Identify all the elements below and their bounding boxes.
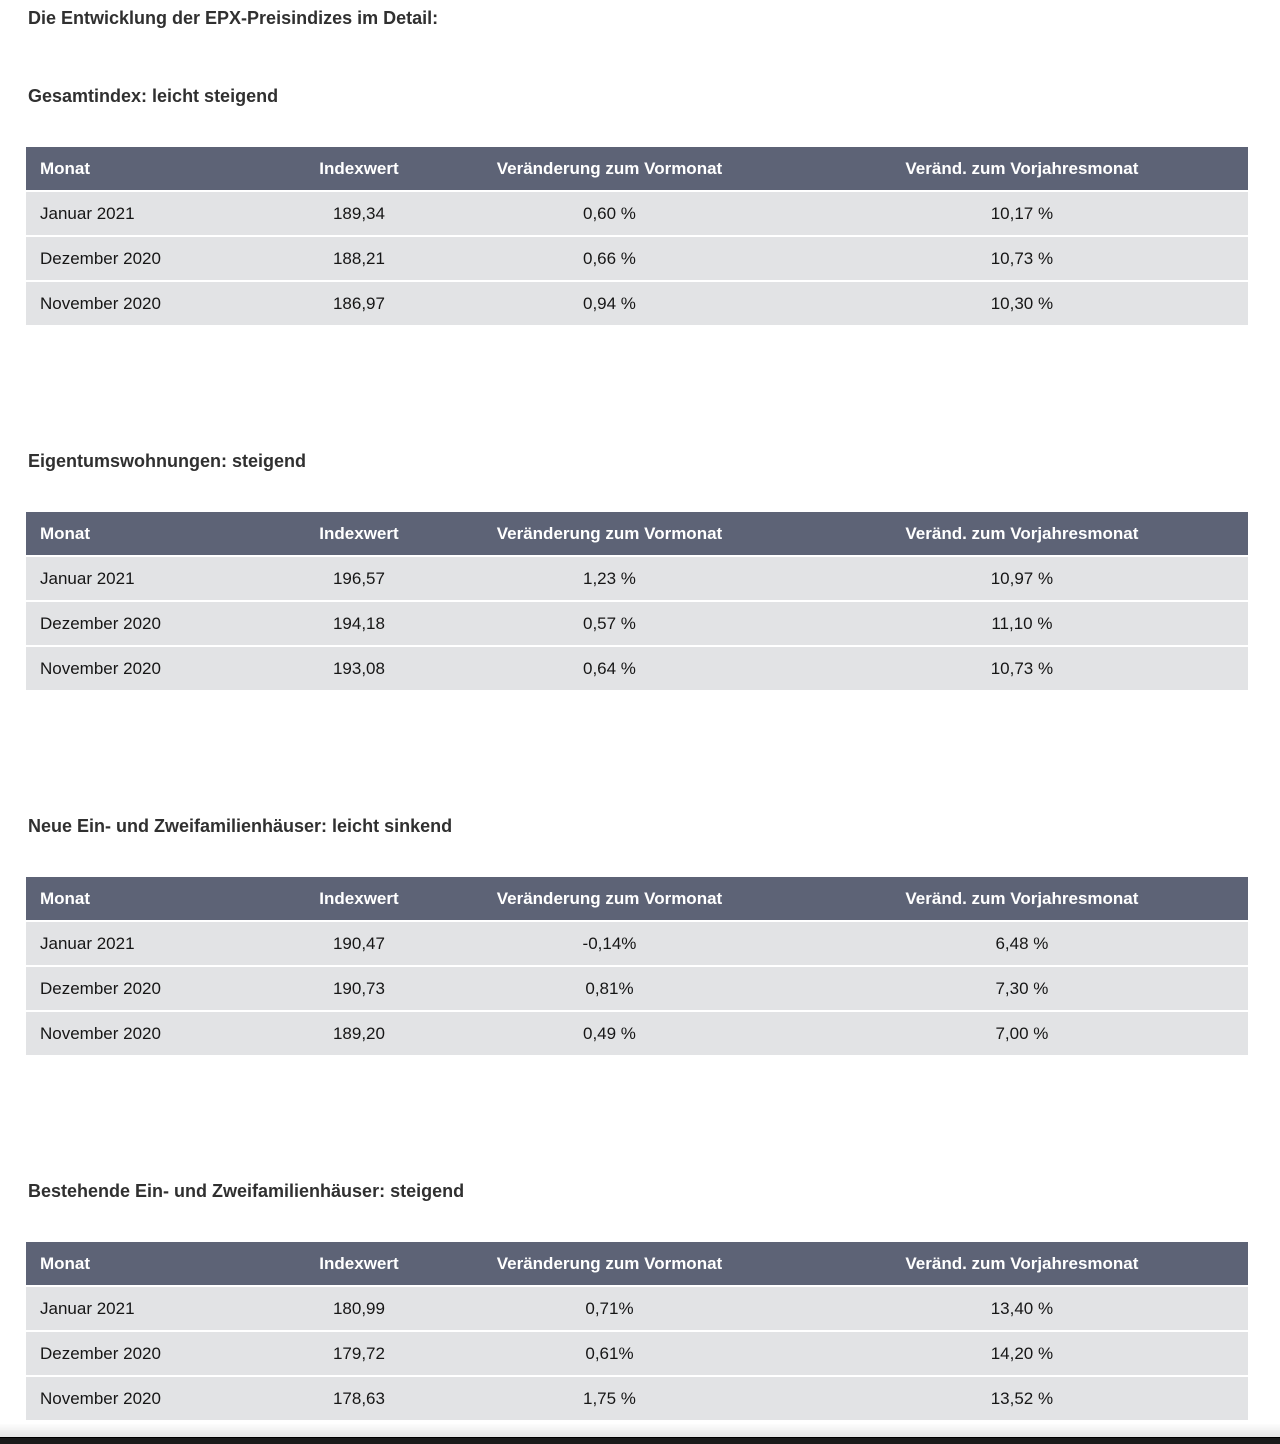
cell-indexwert: 190,47: [294, 922, 424, 965]
cell-monat: November 2020: [26, 647, 295, 690]
cell-monat: Januar 2021: [26, 1287, 295, 1330]
cell-vorjahresmonat: 10,73 %: [795, 647, 1248, 690]
table-row: Dezember 2020 179,72 0,61% 14,20 %: [26, 1332, 1248, 1375]
cell-monat: Dezember 2020: [26, 1332, 295, 1375]
section-bestehende-haeuser: Bestehende Ein- und Zweifamilienhäuser: …: [26, 1180, 1248, 1422]
cell-vormonat: 0,94 %: [423, 282, 796, 325]
column-header-vormonat: Veränderung zum Vormonat: [423, 512, 796, 555]
cell-vorjahresmonat: 10,73 %: [795, 237, 1248, 280]
cell-monat: Januar 2021: [26, 922, 295, 965]
table-row: Januar 2021 180,99 0,71% 13,40 %: [26, 1287, 1248, 1330]
table-row: November 2020 193,08 0,64 % 10,73 %: [26, 647, 1248, 690]
window-edge-bar: [0, 1437, 1280, 1444]
table-row: Dezember 2020 194,18 0,57 % 11,10 %: [26, 602, 1248, 645]
column-header-indexwert: Indexwert: [294, 512, 424, 555]
column-header-vorjahresmonat: Veränd. zum Vorjahresmonat: [795, 877, 1248, 920]
section-eigentumswohnungen: Eigentumswohnungen: steigend Monat Index…: [26, 450, 1248, 692]
table-row: November 2020 178,63 1,75 % 13,52 %: [26, 1377, 1248, 1420]
cell-indexwert: 186,97: [294, 282, 424, 325]
cell-vorjahresmonat: 13,52 %: [795, 1377, 1248, 1420]
column-header-vorjahresmonat: Veränd. zum Vorjahresmonat: [795, 1242, 1248, 1285]
table-row: November 2020 186,97 0,94 % 10,30 %: [26, 282, 1248, 325]
cell-indexwert: 178,63: [294, 1377, 424, 1420]
table-row: Dezember 2020 188,21 0,66 % 10,73 %: [26, 237, 1248, 280]
table-row: Dezember 2020 190,73 0,81% 7,30 %: [26, 967, 1248, 1010]
epx-table-gesamtindex: Monat Indexwert Veränderung zum Vormonat…: [26, 145, 1248, 327]
column-header-indexwert: Indexwert: [294, 877, 424, 920]
table-row: Januar 2021 196,57 1,23 % 10,97 %: [26, 557, 1248, 600]
section-neue-haeuser: Neue Ein- und Zweifamilienhäuser: leicht…: [26, 815, 1248, 1057]
cell-indexwert: 196,57: [294, 557, 424, 600]
cell-vorjahresmonat: 10,30 %: [795, 282, 1248, 325]
cell-monat: Dezember 2020: [26, 967, 295, 1010]
cell-indexwert: 193,08: [294, 647, 424, 690]
bottom-gradient-strip: [0, 1424, 1280, 1437]
cell-vormonat: 1,75 %: [423, 1377, 796, 1420]
section-heading: Eigentumswohnungen: steigend: [28, 451, 306, 471]
table-header-row: Monat Indexwert Veränderung zum Vormonat…: [26, 147, 1248, 190]
cell-monat: Dezember 2020: [26, 602, 295, 645]
cell-vormonat: -0,14%: [423, 922, 796, 965]
section-gesamtindex: Gesamtindex: leicht steigend Monat Index…: [26, 85, 1248, 327]
cell-vormonat: 0,64 %: [423, 647, 796, 690]
cell-vormonat: 0,71%: [423, 1287, 796, 1330]
table-row: Januar 2021 190,47 -0,14% 6,48 %: [26, 922, 1248, 965]
cell-monat: November 2020: [26, 1377, 295, 1420]
column-header-vormonat: Veränderung zum Vormonat: [423, 877, 796, 920]
section-heading: Gesamtindex: leicht steigend: [28, 86, 279, 106]
column-header-vorjahresmonat: Veränd. zum Vorjahresmonat: [795, 147, 1248, 190]
article-content: Die Entwicklung der EPX-Preisindizes im …: [26, 8, 1248, 1422]
column-header-monat: Monat: [26, 512, 295, 555]
page-title: Die Entwicklung der EPX-Preisindizes im …: [28, 8, 439, 28]
column-header-monat: Monat: [26, 147, 295, 190]
cell-monat: November 2020: [26, 1012, 295, 1055]
section-heading: Neue Ein- und Zweifamilienhäuser: leicht…: [28, 816, 453, 836]
cell-vorjahresmonat: 10,97 %: [795, 557, 1248, 600]
cell-vorjahresmonat: 14,20 %: [795, 1332, 1248, 1375]
cell-vormonat: 0,61%: [423, 1332, 796, 1375]
cell-vorjahresmonat: 6,48 %: [795, 922, 1248, 965]
cell-indexwert: 179,72: [294, 1332, 424, 1375]
table-header-row: Monat Indexwert Veränderung zum Vormonat…: [26, 877, 1248, 920]
column-header-monat: Monat: [26, 877, 295, 920]
cell-vorjahresmonat: 11,10 %: [795, 602, 1248, 645]
cell-vorjahresmonat: 7,30 %: [795, 967, 1248, 1010]
epx-table-eigentumswohnungen: Monat Indexwert Veränderung zum Vormonat…: [26, 510, 1248, 692]
table-row: November 2020 189,20 0,49 % 7,00 %: [26, 1012, 1248, 1055]
cell-monat: Dezember 2020: [26, 237, 295, 280]
cell-vormonat: 0,57 %: [423, 602, 796, 645]
cell-indexwert: 189,20: [294, 1012, 424, 1055]
cell-vormonat: 0,81%: [423, 967, 796, 1010]
cell-vormonat: 0,60 %: [423, 192, 796, 235]
cell-indexwert: 190,73: [294, 967, 424, 1010]
cell-vorjahresmonat: 7,00 %: [795, 1012, 1248, 1055]
table-row: Januar 2021 189,34 0,60 % 10,17 %: [26, 192, 1248, 235]
column-header-indexwert: Indexwert: [294, 147, 424, 190]
epx-table-neue-haeuser: Monat Indexwert Veränderung zum Vormonat…: [26, 875, 1248, 1057]
table-header-row: Monat Indexwert Veränderung zum Vormonat…: [26, 512, 1248, 555]
column-header-vormonat: Veränderung zum Vormonat: [423, 1242, 796, 1285]
cell-indexwert: 194,18: [294, 602, 424, 645]
cell-vorjahresmonat: 13,40 %: [795, 1287, 1248, 1330]
cell-vormonat: 0,66 %: [423, 237, 796, 280]
cell-indexwert: 189,34: [294, 192, 424, 235]
column-header-vormonat: Veränderung zum Vormonat: [423, 147, 796, 190]
section-heading: Bestehende Ein- und Zweifamilienhäuser: …: [28, 1181, 465, 1201]
cell-indexwert: 180,99: [294, 1287, 424, 1330]
cell-monat: November 2020: [26, 282, 295, 325]
cell-vormonat: 0,49 %: [423, 1012, 796, 1055]
column-header-indexwert: Indexwert: [294, 1242, 424, 1285]
column-header-vorjahresmonat: Veränd. zum Vorjahresmonat: [795, 512, 1248, 555]
cell-monat: Januar 2021: [26, 557, 295, 600]
cell-indexwert: 188,21: [294, 237, 424, 280]
cell-vorjahresmonat: 10,17 %: [795, 192, 1248, 235]
cell-monat: Januar 2021: [26, 192, 295, 235]
cell-vormonat: 1,23 %: [423, 557, 796, 600]
epx-table-bestehende-haeuser: Monat Indexwert Veränderung zum Vormonat…: [26, 1240, 1248, 1422]
column-header-monat: Monat: [26, 1242, 295, 1285]
table-header-row: Monat Indexwert Veränderung zum Vormonat…: [26, 1242, 1248, 1285]
